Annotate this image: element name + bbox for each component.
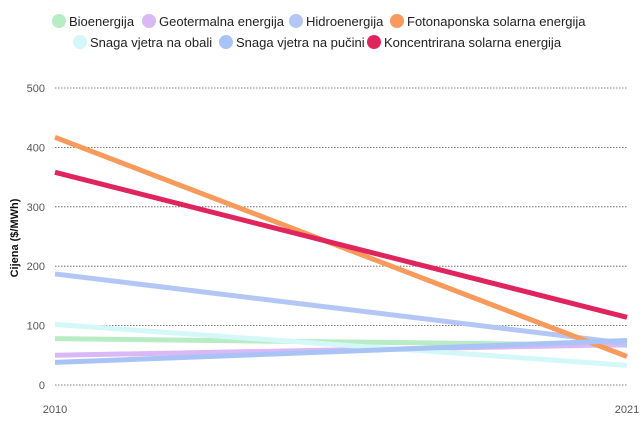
legend-swatch <box>142 14 156 28</box>
legend-swatch <box>390 14 404 28</box>
legend-swatch <box>52 14 66 28</box>
legend-label: Bioenergija <box>69 14 135 29</box>
y-tick-label: 400 <box>27 142 45 154</box>
legend-item[interactable]: Bioenergija <box>52 14 135 29</box>
series-line[interactable] <box>54 271 628 346</box>
legend-swatch <box>289 14 303 28</box>
series-line[interactable] <box>54 337 628 365</box>
y-axis-title: Cijena ($/MWh) <box>9 198 21 277</box>
y-tick-label: 200 <box>27 261 45 273</box>
legend-item[interactable]: Snaga vjetra na obali <box>73 35 212 50</box>
legend: Bioenergija Geotermalna energija Hidroen… <box>52 14 586 50</box>
legend-swatch <box>219 35 233 49</box>
y-tick-label: 0 <box>39 380 45 392</box>
gridlines <box>55 87 627 386</box>
x-tick-label: 2021 <box>615 404 639 416</box>
legend-label: Geotermalna energija <box>159 14 285 29</box>
y-tick-label: 500 <box>27 83 45 95</box>
legend-label: Snaga vjetra na obali <box>90 35 212 50</box>
y-tick-label: 100 <box>27 321 45 333</box>
legend-item[interactable]: Geotermalna energija <box>142 14 285 29</box>
series-line[interactable] <box>54 169 628 320</box>
y-axis-ticks: 0 100 200 300 400 500 <box>27 83 45 392</box>
y-tick-label: 300 <box>27 202 45 214</box>
legend-item[interactable]: Koncentrirana solarna energija <box>367 35 562 50</box>
legend-label: Snaga vjetra na pučini <box>236 35 365 50</box>
legend-label: Koncentrirana solarna energija <box>384 35 562 50</box>
legend-label: Hidroenergija <box>306 14 384 29</box>
legend-item[interactable]: Hidroenergija <box>289 14 384 29</box>
legend-item[interactable]: Snaga vjetra na pučini <box>219 35 365 50</box>
x-tick-label: 2010 <box>43 404 67 416</box>
legend-label: Fotonaponska solarna energija <box>407 14 586 29</box>
legend-item[interactable]: Fotonaponska solarna energija <box>390 14 586 29</box>
series-lines <box>54 134 628 368</box>
legend-swatch <box>73 35 87 49</box>
series-line[interactable] <box>54 321 628 368</box>
legend-swatch <box>367 35 381 49</box>
